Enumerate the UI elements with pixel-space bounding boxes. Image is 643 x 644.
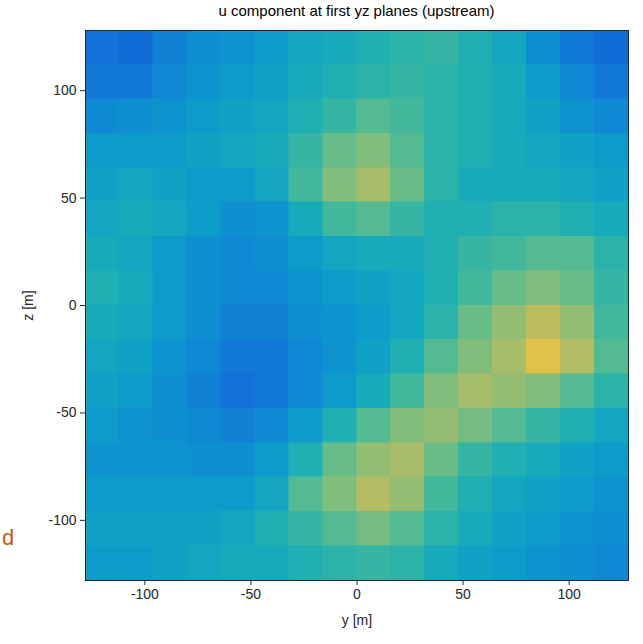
svg-text:50: 50 [455, 586, 471, 602]
svg-text:y [m]: y [m] [342, 612, 372, 628]
html-text:u component at first yz planes: u component at first yz planes (upstream… [218, 2, 495, 19]
svg-text:-100: -100 [48, 512, 76, 528]
svg-text:50: 50 [61, 190, 77, 206]
svg-text:-50: -50 [56, 404, 76, 420]
svg-text:0: 0 [353, 586, 361, 602]
svg-text:100: 100 [557, 586, 581, 602]
svg-text:0: 0 [69, 297, 77, 313]
svg-text:100: 100 [53, 82, 77, 98]
html-text:d: d [2, 525, 15, 550]
svg-text:-50: -50 [241, 586, 261, 602]
svg-text:-100: -100 [131, 586, 159, 602]
svg-text:z [m]: z [m] [20, 290, 36, 320]
